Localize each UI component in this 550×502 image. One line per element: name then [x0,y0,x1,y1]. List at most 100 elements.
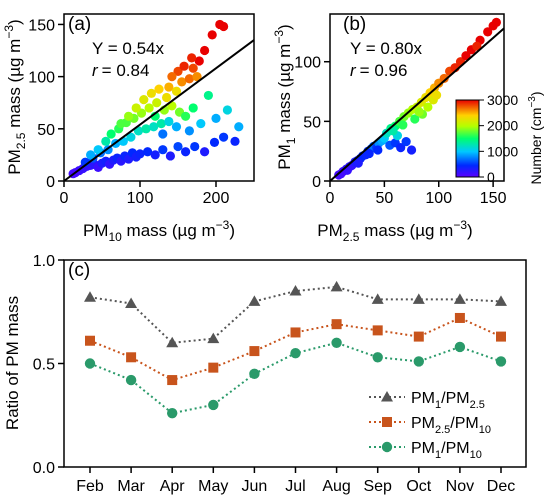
panel-a-point [190,141,200,152]
panel-a-point [165,151,175,161]
panel-b-point [336,169,346,179]
panel-b-ytick-label: 50 [303,114,321,131]
series-line-1 [89,285,502,344]
panel-a-xtick-label: 0 [60,190,69,207]
panel-a-ytick-label: 0 [46,174,55,191]
panel-a-point [164,82,174,92]
panel-c-ytick-label: 0.0 [33,460,55,477]
panel-a-point [126,132,136,142]
panel-b-r: r = 0.96 [350,61,407,80]
panel-a-point [188,103,198,113]
panel-a: 0 100 200 0 50 100 150 (a) Y = 0.54x r = 0.84 P… [2,13,255,244]
panel-a-point [144,103,154,113]
panel-a-point [196,118,206,129]
panel-b-xtick-label: 0 [326,190,335,207]
panel-b-point [431,90,442,100]
series-line-2 [89,316,502,382]
legend-label: PM1/PM10 [411,440,482,461]
colorbar-label: Number (cm−3) [527,91,544,184]
series-3-point [208,399,219,411]
panel-c-xtick-label: Oct [406,478,431,495]
panel-c-xtick-label: Sep [363,478,392,495]
panel-b-point [353,158,363,168]
panel-c-ylabel: Ratio of PM mass [3,296,22,430]
series-3-point [249,368,260,380]
colorbar-tick-label: 3000 [487,92,518,108]
panel-c-xtick-label: Nov [446,478,474,495]
panel-a-point [116,118,126,129]
panel-b-xtick-label: 150 [480,190,507,207]
panel-a-point [200,147,210,157]
panel-a-point [171,86,182,96]
panel-a-point [135,149,145,159]
panel-a-point [86,150,96,160]
panel-b-point [364,148,374,159]
panel-a-point [106,129,116,139]
panel-a-point [184,126,194,136]
panel-b-equation: Y = 0.80x [350,39,422,58]
panel-b-point [373,145,383,155]
series-1-point [453,293,466,304]
series-2-point [167,375,178,386]
panel-a-point [101,136,111,146]
panel-a-point [211,113,221,123]
panel-b-point [396,143,406,153]
series-1-point [166,336,179,348]
series-3-point [331,337,342,348]
panel-a-label: (a) [68,14,91,35]
panel-b-point [406,145,417,155]
series-2-point [372,325,383,336]
panel-a-point [234,122,244,132]
panel-b-ytick-label: 0 [312,174,321,191]
series-3-point [454,341,466,353]
panel-a-point [149,122,159,132]
panel-a-point [143,147,153,157]
panel-a-point [184,74,194,84]
panel-a-point [131,103,141,113]
panel-a-point [173,141,183,152]
panel-b-point [414,107,424,117]
panel-a-point [192,72,202,82]
panel-c-xtick-label: Dec [487,478,515,495]
panel-a-point [203,90,213,101]
panel-c-ytick-label: 1.0 [33,253,55,270]
panel-a-ytick-label: 100 [28,70,55,87]
panel-c-ytick-label: 0.5 [33,357,55,374]
panel-c-xtick-label: Jul [285,478,305,495]
panel-c-xtick-label: Apr [160,478,186,495]
series-1-point [330,280,343,292]
panel-a-xlabel: PM10 mass (µg m−3) [83,218,235,244]
panel-a-point [173,66,183,77]
panel-a-point [187,53,197,63]
panel-a-point [188,63,198,73]
series-3-point [167,407,178,419]
panel-b: 0 50 100 150 0 50 100 (b) Y = 0.80x r = 0.96 PM… [272,13,544,244]
series-1-point [495,295,507,306]
panel-a-xtick-label: 200 [203,190,230,207]
panel-a-point [181,147,191,157]
panel-a-point [152,98,162,108]
series-1-point [289,285,302,296]
series-3-point [495,356,507,367]
legend-marker [381,441,393,453]
series-2-point [454,312,465,323]
panel-c-xtick-label: Aug [322,478,350,495]
panel-a-point [194,56,204,66]
colorbar-tick-label: 1000 [487,143,518,159]
panel-a-point [156,118,166,129]
series-2-point [85,335,95,346]
series-3-point [413,356,424,367]
panel-b-point [423,102,433,112]
panel-c-frame [63,259,527,468]
panel-a-point [141,124,151,134]
panel-a-ytick-label: 50 [37,122,55,139]
series-1-point [84,291,96,302]
panel-a-point [93,145,103,155]
panel-b-xtick-label: 100 [425,190,452,207]
series-2-point [331,319,342,330]
panel-b-point [461,51,471,61]
panel-b-point [398,120,408,130]
panel-a-point [171,122,182,132]
panel-b-point [439,73,449,84]
